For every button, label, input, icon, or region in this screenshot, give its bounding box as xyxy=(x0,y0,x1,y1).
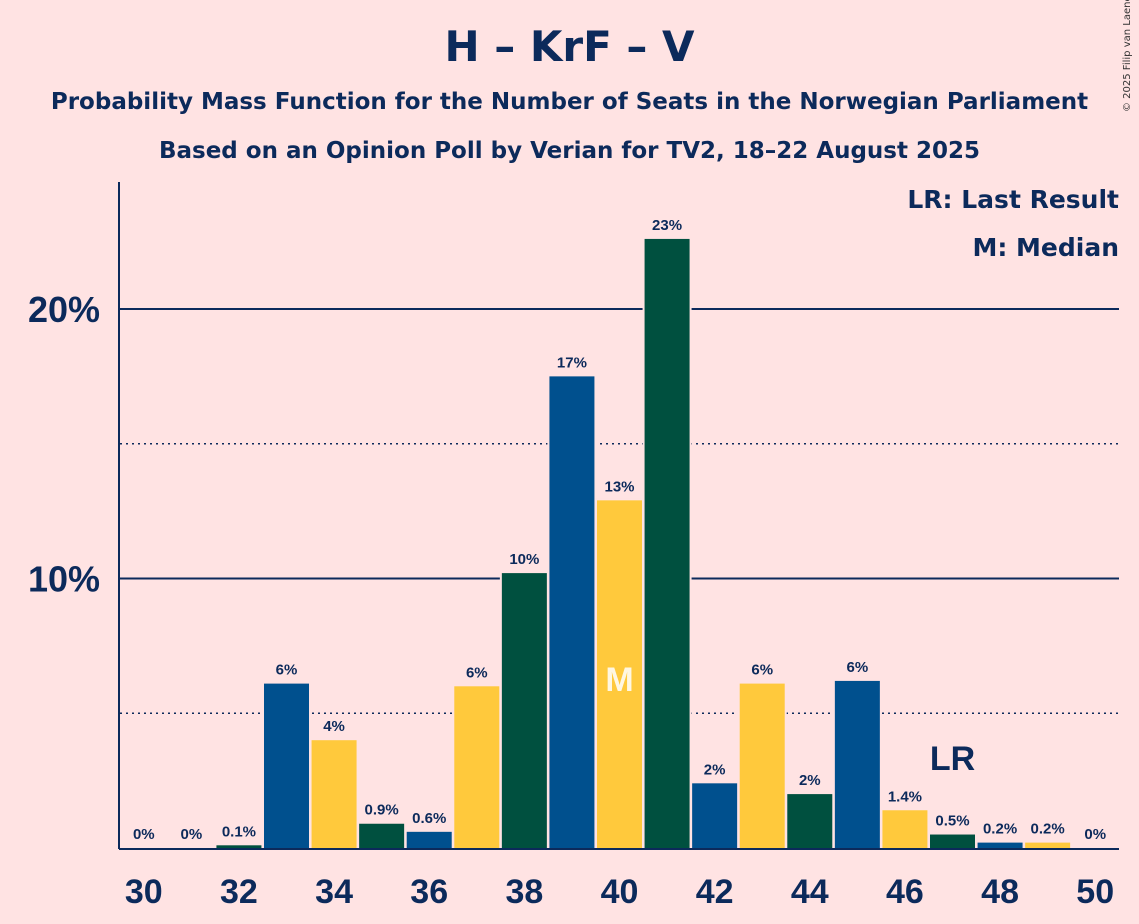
data-label: 23% xyxy=(652,217,682,234)
data-label: 6% xyxy=(276,662,298,679)
x-tick-label: 44 xyxy=(791,873,829,911)
bar-seat-35 xyxy=(359,823,405,848)
bar-seat-45 xyxy=(834,680,880,848)
last-result-marker: LR xyxy=(930,740,975,778)
x-tick-label: 38 xyxy=(505,873,543,911)
data-label: 6% xyxy=(466,664,488,681)
bar-halo xyxy=(1070,846,1120,848)
data-label: 6% xyxy=(751,662,773,679)
data-label: 2% xyxy=(799,772,821,789)
bar-seat-38 xyxy=(501,573,547,848)
data-label: 17% xyxy=(557,354,587,371)
y-tick-label: 20% xyxy=(28,289,100,330)
chart-subtitle: Probability Mass Function for the Number… xyxy=(50,89,1089,115)
bar-seat-47 xyxy=(930,834,975,848)
bar-seat-40 xyxy=(597,500,642,848)
x-tick-label: 34 xyxy=(315,873,353,911)
legend-last-result: LR: Last Result xyxy=(907,185,1119,214)
x-tick-label: 50 xyxy=(1076,873,1114,911)
data-label: 1.4% xyxy=(888,788,922,805)
bar-seat-39 xyxy=(549,376,595,848)
bar-seat-42 xyxy=(692,783,738,848)
bar-seat-43 xyxy=(739,683,785,848)
x-tick-label: 32 xyxy=(220,873,258,911)
data-label: 0.5% xyxy=(935,813,969,830)
data-label: 0.6% xyxy=(412,810,446,827)
bar-halo xyxy=(166,846,216,848)
legend-median: M: Median xyxy=(972,233,1119,262)
median-marker: M xyxy=(605,661,633,699)
bar-seat-34 xyxy=(311,740,357,848)
x-tick-label: 42 xyxy=(696,873,734,911)
data-label: 0.9% xyxy=(365,802,399,819)
data-label: 0.2% xyxy=(1031,821,1065,838)
data-label: 0% xyxy=(1084,826,1106,843)
data-label: 4% xyxy=(323,718,345,735)
bar-seat-32 xyxy=(216,845,262,848)
x-tick-label: 40 xyxy=(601,873,639,911)
data-label: 6% xyxy=(847,659,869,676)
bar-seat-44 xyxy=(787,794,833,848)
x-tick-label: 30 xyxy=(125,873,163,911)
chart-subtitle-poll: Based on an Opinion Poll by Verian for T… xyxy=(158,138,981,164)
data-label: 13% xyxy=(604,478,634,495)
x-tick-label: 36 xyxy=(410,873,448,911)
x-tick-label: 46 xyxy=(886,873,924,911)
data-label: 0% xyxy=(133,826,155,843)
bar-seat-49 xyxy=(1025,842,1071,848)
bar-seat-46 xyxy=(882,810,928,848)
bar-seat-37 xyxy=(454,686,500,848)
bar-seat-41 xyxy=(644,238,690,848)
data-label: 0.1% xyxy=(222,823,256,840)
x-tick-label: 48 xyxy=(981,873,1019,911)
bar-seat-33 xyxy=(264,683,309,848)
bar-seat-36 xyxy=(406,831,452,848)
chart-title: H – KrF – V xyxy=(444,22,695,71)
data-label: 10% xyxy=(509,551,539,568)
data-label: 0% xyxy=(181,826,203,843)
data-label: 0.2% xyxy=(983,821,1017,838)
data-label: 2% xyxy=(704,761,726,778)
bar-halo xyxy=(119,846,169,848)
bar-seat-48 xyxy=(977,842,1023,848)
y-tick-label: 10% xyxy=(28,559,100,600)
